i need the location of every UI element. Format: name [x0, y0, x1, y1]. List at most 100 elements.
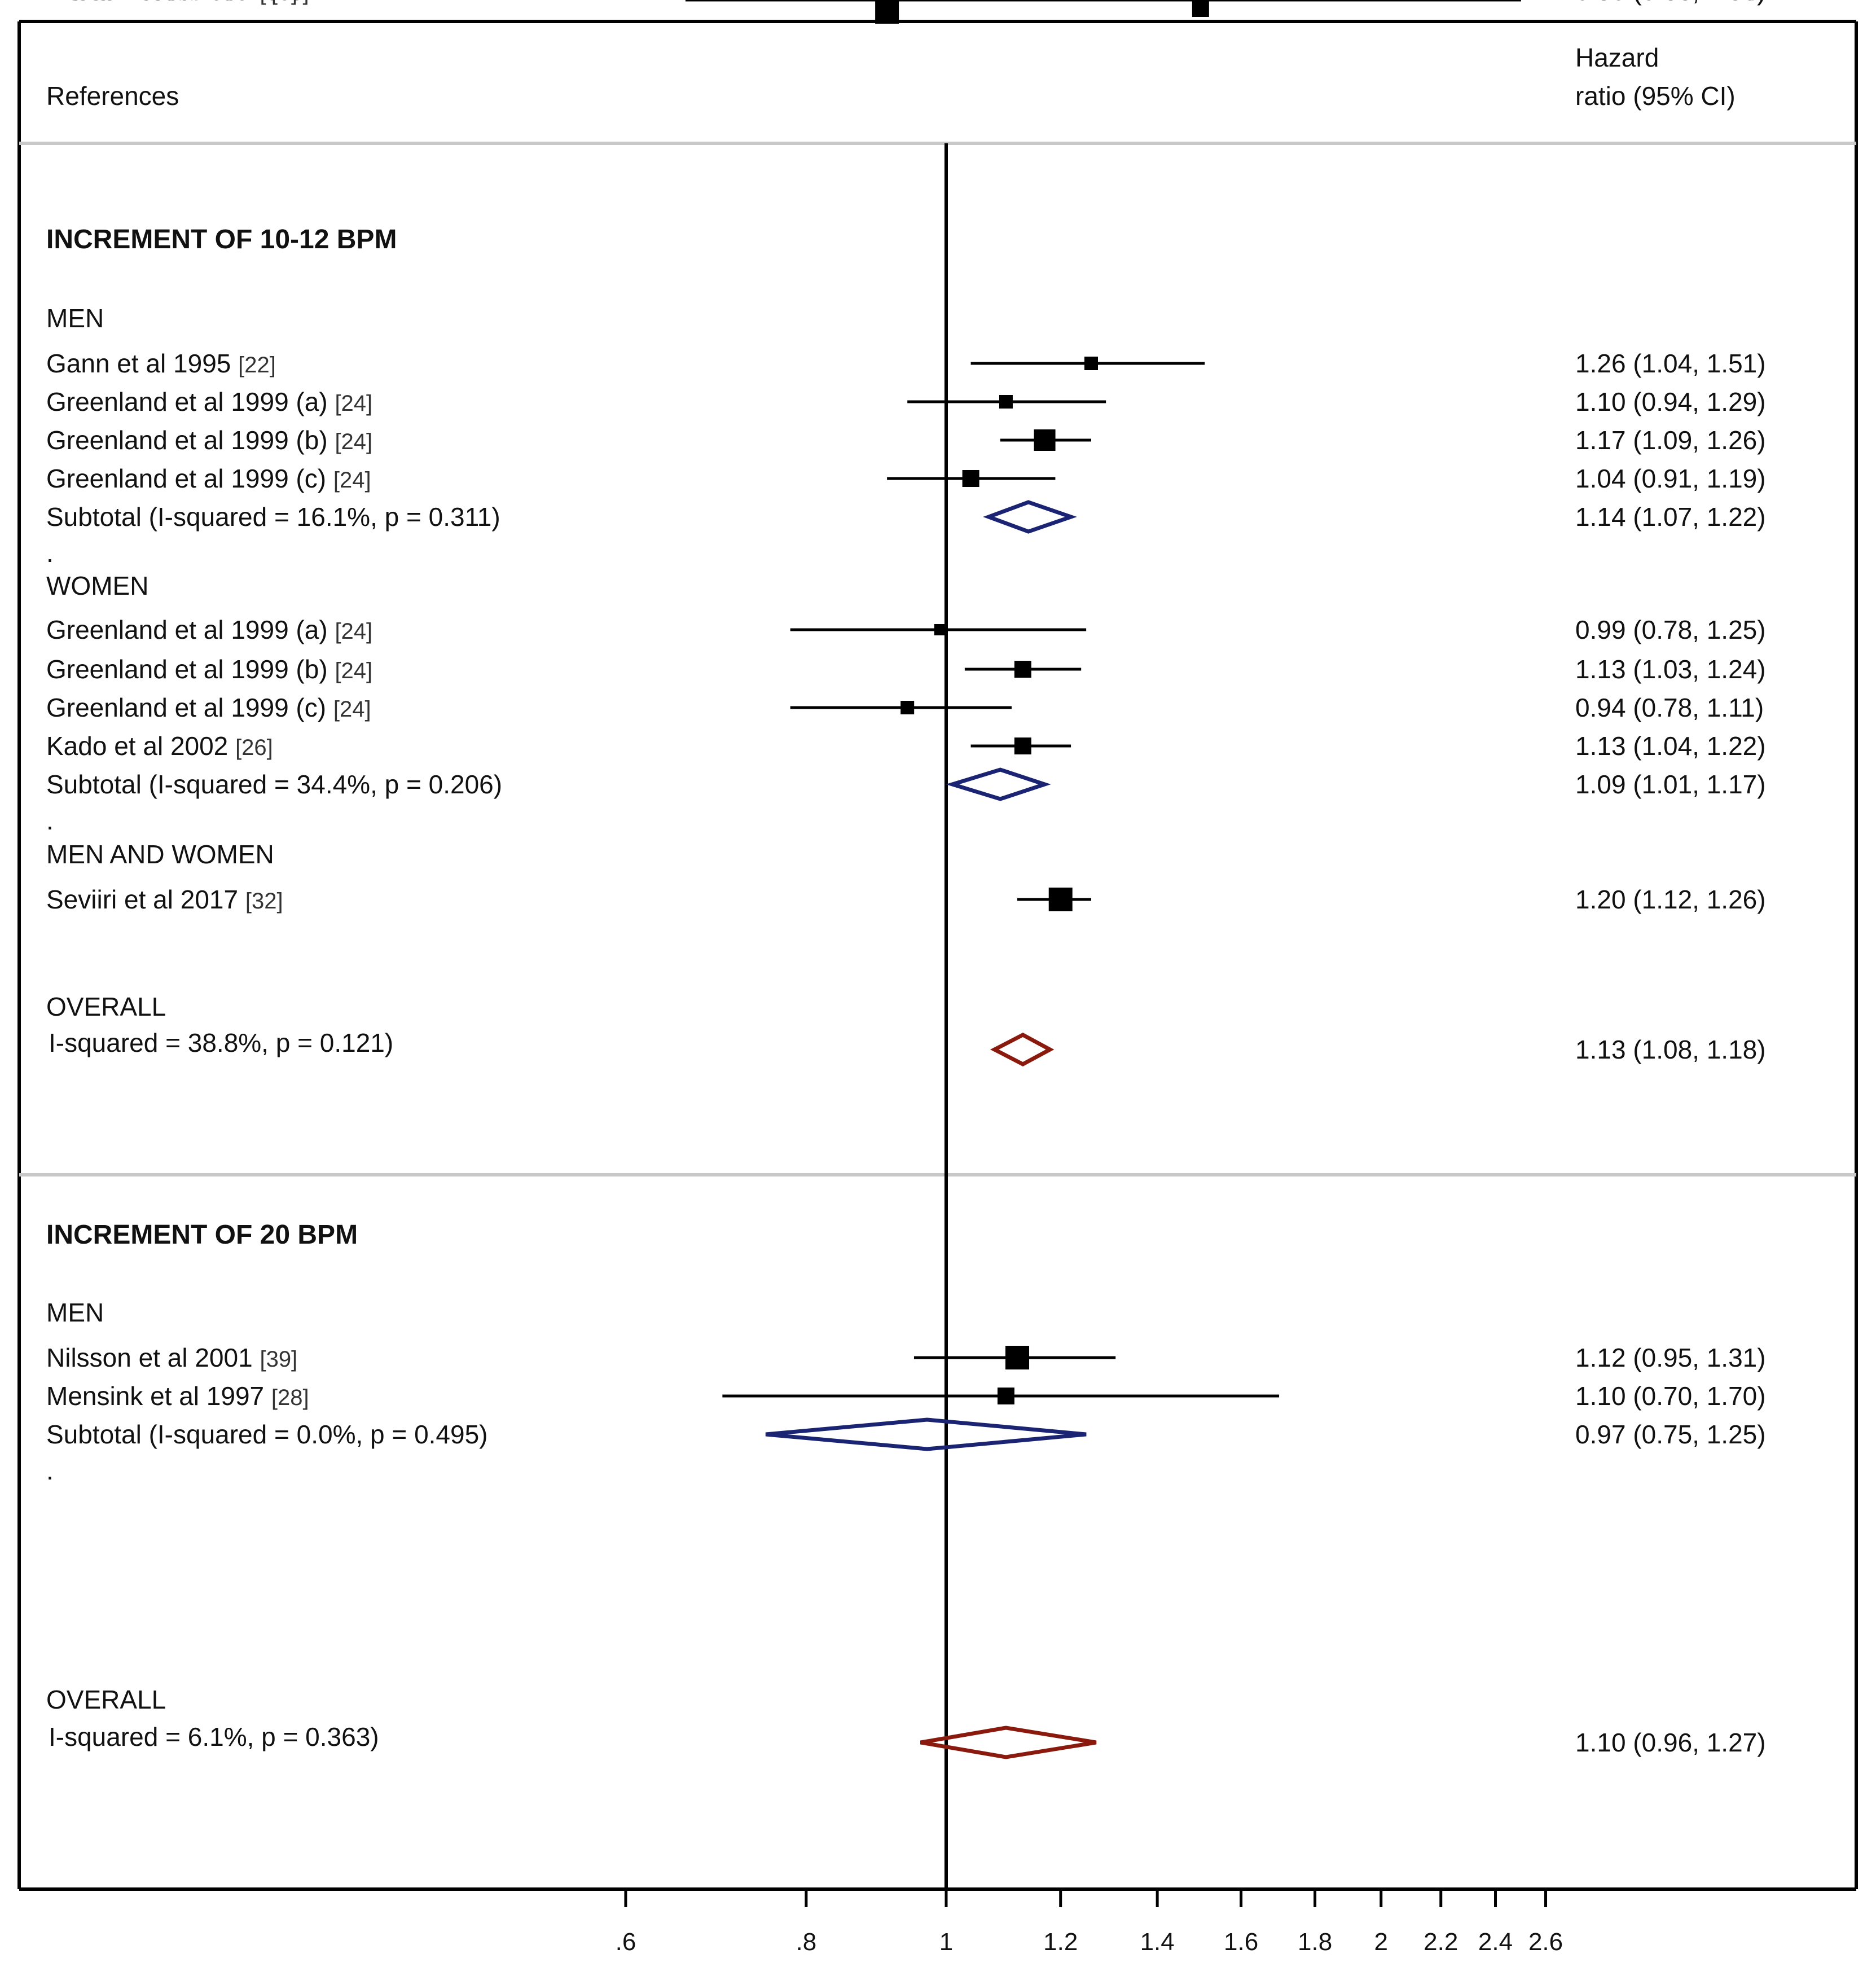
section-title: INCREMENT OF 20 BPM [46, 1220, 358, 1250]
spacer-dot: . [46, 1456, 54, 1485]
x-tick-label: 2 [1374, 1928, 1388, 1956]
study-name: Greenland et al 1999 (b) [46, 655, 335, 684]
study-label: Greenland et al 1999 (b) [24] [46, 425, 372, 455]
point-estimate [997, 1388, 1014, 1404]
x-tick-label: 2.6 [1528, 1928, 1563, 1956]
group-title: MEN [46, 1298, 104, 1327]
x-tick-label: .6 [616, 1928, 636, 1956]
x-tick-label: 2.4 [1478, 1928, 1513, 1956]
hazard-ratio-header-line2: ratio (95% CI) [1575, 81, 1736, 111]
point-estimate [1084, 357, 1098, 370]
study-label: Greenland et al 1999 (a) [24] [46, 387, 372, 416]
overall-stats: I-squared = 38.8%, p = 0.121) [49, 1028, 393, 1057]
subtotal-diamond [765, 1417, 1087, 1451]
study-name: Gann et al 1995 [46, 349, 238, 378]
hazard-ratio-value: 0.99 (0.78, 1.25) [1575, 615, 1766, 644]
subtotal-label: Subtotal (I-squared = 0.0%, p = 0.495) [46, 1420, 488, 1449]
spacer-dot: . [46, 538, 54, 568]
hazard-ratio-value: 0.91 (0.66, 1.24) [1575, 0, 1766, 6]
x-tick-label: 2.2 [1424, 1928, 1458, 1956]
hazard-ratio-value: 1.04 (0.91, 1.19) [1575, 464, 1766, 493]
x-tick-label: 1 [939, 1928, 953, 1956]
study-name: Mensink et al 1997 [46, 1381, 271, 1411]
study-reference: [22] [238, 353, 276, 377]
group-title: MEN [46, 304, 104, 333]
subtotal-hazard-ratio: 1.14 (1.07, 1.22) [1575, 502, 1766, 532]
x-tick-label: 1.8 [1298, 1928, 1332, 1956]
x-tick-label: .8 [796, 1928, 817, 1956]
study-reference: [24] [333, 697, 371, 722]
study-name: Nilsson et al 2001 [46, 1343, 260, 1372]
subtotal-diamond [946, 767, 1051, 801]
hazard-ratio-header-line1: Hazard [1575, 43, 1659, 72]
group-title: MEN AND WOMEN [46, 840, 274, 869]
point-estimate [934, 624, 946, 635]
subtotal-hazard-ratio: 0.97 (0.75, 1.25) [1575, 1420, 1766, 1449]
study-name: Greenland et al 1999 (a) [46, 615, 335, 644]
study-reference: [28] [271, 1385, 309, 1410]
point-estimate [1192, 0, 1209, 17]
study-reference: [39] [260, 0, 297, 5]
study-label: Greenland et al 1999 (b) [24] [46, 655, 372, 684]
study-name: Greenland et al 1999 (b) [46, 425, 335, 455]
study-label: Kado et al 2002 [26] [46, 731, 273, 761]
subtotal-label: Subtotal (I-squared = 16.1%, p = 0.311) [46, 502, 500, 532]
hazard-ratio-value: 1.20 (1.12, 1.26) [1575, 885, 1766, 914]
study-label: Mensink et al 1997 [28] [46, 1381, 309, 1411]
overall-diamond [920, 1726, 1097, 1759]
study-reference: [39] [260, 1347, 297, 1372]
point-estimate [1014, 661, 1031, 678]
hazard-ratio-value: 1.13 (1.03, 1.24) [1575, 655, 1766, 684]
study-label: Greenland et al 1999 (c) [24] [46, 464, 371, 493]
point-estimate [875, 0, 899, 24]
hazard-ratio-value: 1.50 (1.00, 2.50) [1575, 0, 1766, 6]
hazard-ratio-value: 1.10 (0.94, 1.29) [1575, 387, 1766, 416]
references-header: References [46, 81, 179, 111]
study-reference: [32] [245, 889, 283, 914]
study-label: Nilsson et al 2001 [39] [46, 0, 297, 6]
section-title: INCREMENT OF 10-12 BPM [46, 225, 397, 254]
study-label: Gann et al 1995 [22] [46, 349, 276, 378]
subtotal-label: Subtotal (I-squared = 34.4%, p = 0.206) [46, 770, 502, 799]
point-estimate [1034, 429, 1056, 451]
study-reference: [24] [335, 429, 372, 454]
overall-label: OVERALL [46, 992, 166, 1021]
hazard-ratio-value: 1.12 (0.95, 1.31) [1575, 1343, 1766, 1372]
forest-plot-content: .6 .8 1 1.2 1.4 1.6 1.8 2 2.2 2.4 2.6 INCREMENT OF … [17, 0, 1858, 1956]
study-label: Mensink et al 1997 [28] [46, 0, 309, 6]
study-reference: [24] [333, 468, 371, 493]
spacer-dot: . [46, 806, 54, 835]
hazard-ratio-value: 1.17 (1.09, 1.26) [1575, 425, 1766, 455]
study-name: Kado et al 2002 [46, 731, 235, 761]
study-name: Mensink et al 1997 [46, 0, 271, 6]
hazard-ratio-value: 1.26 (1.04, 1.51) [1575, 349, 1766, 378]
hazard-ratio-value: 0.94 (0.78, 1.11) [1575, 693, 1764, 722]
overall-diamond [990, 1033, 1055, 1066]
study-reference: [24] [335, 391, 372, 416]
study-reference: [26] [235, 735, 273, 760]
x-tick-label: 1.4 [1140, 1928, 1175, 1956]
point-estimate [1014, 737, 1031, 754]
subtotal-diamond [983, 500, 1077, 534]
overall-hazard-ratio: 1.13 (1.08, 1.18) [1575, 1035, 1766, 1064]
point-estimate [999, 395, 1013, 409]
group-title: WOMEN [46, 571, 148, 600]
point-estimate [1048, 888, 1073, 911]
hazard-ratio-value: 1.13 (1.04, 1.22) [1575, 731, 1766, 761]
study-name: Nilsson et al 2001 [46, 0, 260, 6]
study-label: Seviiri et al 2017 [32] [46, 885, 283, 914]
overall-hazard-ratio: 1.10 (0.96, 1.27) [1575, 1728, 1766, 1757]
study-name: Greenland et al 1999 (c) [46, 693, 333, 722]
x-tick-label: 1.2 [1043, 1928, 1078, 1956]
study-name: Greenland et al 1999 (a) [46, 387, 335, 416]
overall-label: OVERALL [46, 1685, 166, 1714]
x-tick-label: 1.6 [1224, 1928, 1258, 1956]
study-reference: [24] [335, 619, 372, 644]
study-reference: [28] [271, 0, 309, 5]
point-estimate [962, 470, 979, 487]
study-reference: [24] [335, 658, 372, 683]
point-estimate [900, 701, 915, 714]
subtotal-hazard-ratio: 1.09 (1.01, 1.17) [1575, 770, 1766, 799]
